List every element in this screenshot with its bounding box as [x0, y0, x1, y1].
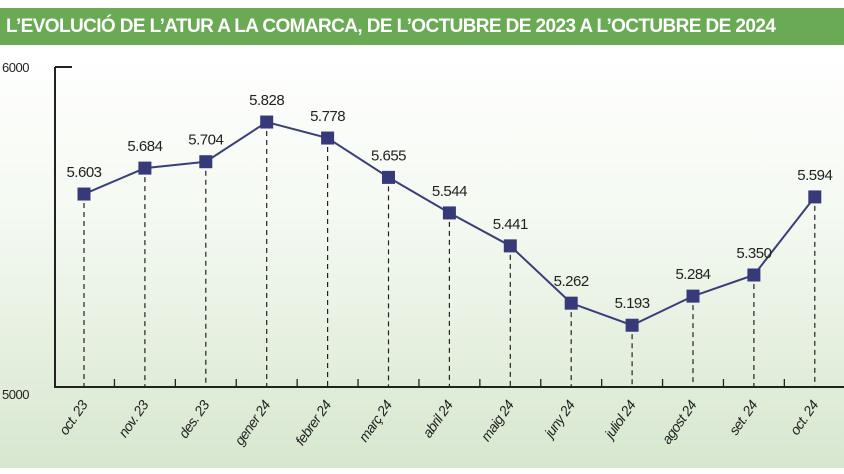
data-label: 5.284: [675, 266, 710, 283]
x-tick-label: abril 24: [419, 397, 456, 441]
x-tick-label: agost 24: [658, 397, 700, 447]
data-point: [321, 131, 335, 145]
data-point: [564, 296, 578, 310]
data-label: 5.350: [736, 245, 771, 262]
data-point: [808, 190, 822, 204]
data-label: 5.828: [249, 92, 284, 109]
x-tick-label: des. 23: [175, 397, 213, 441]
data-label: 5.441: [493, 216, 528, 233]
x-tick-label: març 24: [355, 397, 395, 445]
data-point: [138, 161, 152, 175]
x-tick-label: gener 24: [231, 397, 274, 448]
data-point: [442, 206, 456, 220]
data-point: [260, 115, 274, 129]
y-tick-label: 5000: [2, 387, 29, 402]
x-tick-label: maig 24: [477, 397, 517, 444]
data-label: 5.684: [127, 138, 162, 155]
data-label: 5.544: [432, 183, 467, 200]
data-label: 5.193: [615, 295, 650, 312]
data-label: 5.594: [797, 167, 832, 184]
data-point: [625, 318, 639, 332]
data-label: 5.262: [554, 273, 589, 290]
data-point: [382, 170, 395, 184]
x-tick-label: set. 24: [726, 397, 761, 438]
data-point: [747, 268, 761, 282]
x-tick-label: nov. 23: [115, 397, 152, 440]
data-label: 5.603: [66, 164, 101, 181]
data-label: 5.778: [310, 108, 345, 125]
y-tick-label: 6000: [2, 60, 29, 75]
data-point: [77, 187, 91, 201]
x-tick-label: oct. 23: [56, 397, 91, 438]
x-tick-label: juliol 24: [600, 397, 639, 443]
plot-area: [0, 50, 844, 468]
data-label: 5.704: [188, 132, 223, 149]
data-point: [686, 289, 700, 303]
x-tick-label: febrer 24: [292, 397, 335, 448]
x-tick-label: oct. 24: [786, 397, 821, 438]
data-label: 5.655: [371, 147, 406, 164]
data-point: [503, 239, 517, 253]
x-tick-label: juny 24: [540, 397, 578, 442]
data-point: [199, 155, 213, 169]
chart-title: L’EVOLUCIÓ DE L’ATUR A LA COMARCA, DE L’…: [0, 8, 844, 45]
